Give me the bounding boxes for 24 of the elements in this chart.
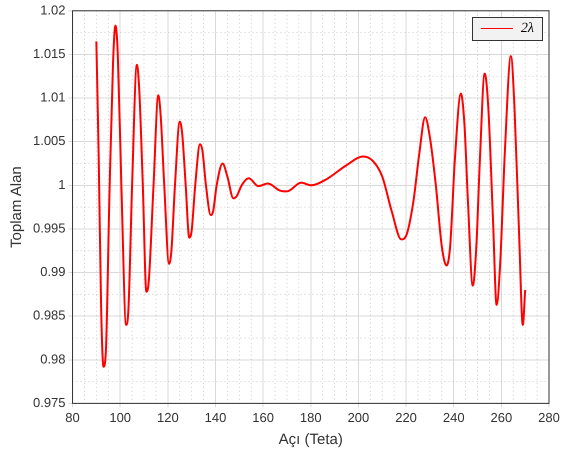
y-tick-label: 0.985 — [32, 308, 66, 323]
y-tick-label: 1.005 — [32, 133, 66, 148]
x-tick-label: 240 — [442, 410, 465, 425]
y-tick-label: 0.99 — [40, 264, 66, 280]
x-tick-label: 200 — [348, 410, 370, 425]
x-tick-label: 280 — [538, 410, 560, 425]
x-tick-label: 80 — [65, 410, 80, 425]
y-tick-label: 0.98 — [40, 351, 66, 366]
x-tick-label: 260 — [490, 410, 512, 425]
x-tick-label: 140 — [204, 410, 226, 425]
y-tick-label: 1.02 — [40, 2, 66, 18]
y-tick-label: 1.01 — [40, 90, 66, 105]
x-tick-label: 100 — [109, 410, 132, 425]
x-tick-label: 220 — [395, 410, 417, 425]
y-tick-label: 0.975 — [32, 394, 66, 410]
y-tick-label: 1 — [58, 176, 66, 192]
y-axis-title: Toplam Alan — [8, 166, 26, 248]
y-tick-label: 0.995 — [32, 220, 66, 236]
x-axis-title: Açı (Teta) — [278, 431, 343, 448]
legend-label: 2λ — [520, 20, 534, 37]
x-tick-label: 160 — [252, 410, 274, 425]
x-tick-label: 180 — [300, 410, 322, 425]
y-tick-label: 1.015 — [32, 46, 66, 61]
x-tick-label: 120 — [156, 410, 179, 425]
